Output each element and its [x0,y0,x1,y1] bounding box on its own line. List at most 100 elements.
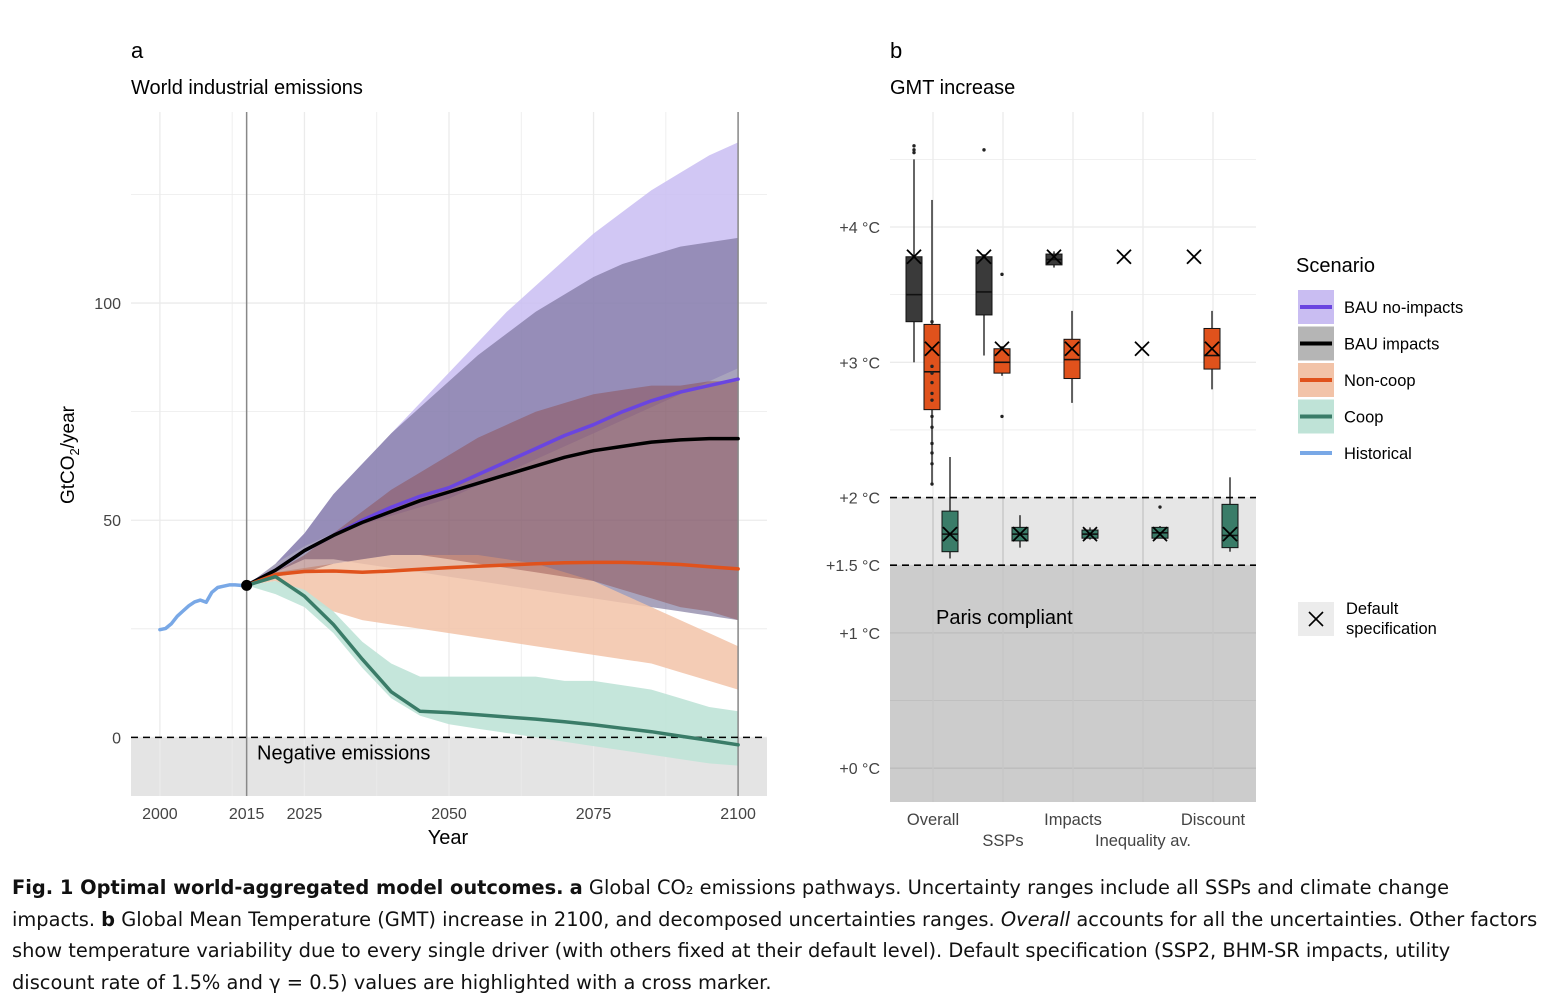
box-outlier [1000,414,1004,419]
default-cross-marker [1116,249,1132,265]
box-outlier [912,144,916,148]
default-cross-marker [1152,526,1168,542]
uncertainty-band [246,237,739,621]
x-category-label: Discount [1181,811,1246,829]
default-cross-marker [906,249,922,265]
box-outlier [930,451,934,455]
caption-panel-b-text-2: accounts for all the uncertainties. Othe… [12,907,1538,994]
default-cross-marker [1064,341,1080,357]
x-tick-label: 2025 [287,806,323,823]
cross-stroke [1186,249,1202,265]
default-cross-marker [976,249,992,265]
legend-default-label-1: Default [1346,600,1399,618]
legend-item-label: Coop [1344,409,1383,427]
y-tick-label: +1.5 °C [826,558,880,575]
default-cross-marker [924,341,940,357]
uncertainty-band [246,581,739,766]
cross-stroke [1152,526,1168,542]
panel-a-title: World industrial emissions [131,77,363,99]
panel-b: b GMT increase Paris compliant +0 °C +1 °C… [826,38,1256,850]
default-cross-marker [1046,249,1062,265]
legend-title: Scenario [1296,255,1375,277]
legend-items: BAU no-impacts BAU impacts Non-coop Coop His… [1298,290,1463,463]
legend-item: BAU impacts [1298,326,1439,361]
x-tick-label: 2075 [576,806,612,823]
x-tick-label: 2050 [431,806,467,823]
cross-stroke [942,526,958,542]
box-outlier [1158,505,1162,509]
cross-marker-icon [1308,611,1324,627]
box-outlier [930,371,934,375]
default-cross-marker [1222,526,1238,542]
y-tick-label: +2 °C [839,491,880,508]
panel-a-y-axis-label: GtCO2/year [58,405,82,504]
default-cross-marker [994,341,1010,357]
series-line [244,560,740,588]
box-outlier [930,414,934,419]
y-tick-label: 50 [103,513,121,530]
panel-b-plot-area: Paris compliant +0 °C +1 °C +1.5 °C +2 °C +3 … [826,112,1256,850]
series-line [158,583,249,632]
legend-item: Historical [1300,445,1412,463]
panel-b-title: GMT increase [890,77,1015,99]
legend-item-label: Historical [1344,445,1412,463]
legend-item: BAU no-impacts [1298,290,1463,324]
legend-item: Coop [1298,399,1383,434]
default-cross-marker [942,526,958,542]
cross-stroke [1064,341,1080,357]
y-tick-label: +0 °C [839,761,880,778]
cross-stroke [994,341,1010,357]
panel-b-tag: b [890,38,902,63]
box-outlier [930,441,934,446]
legend: Scenario BAU no-impacts BAU impacts Non-co… [1296,255,1463,638]
caption-italic-overall: Overall [1000,907,1071,931]
x-category-label: Inequality av. [1095,832,1191,850]
box-outlier [930,380,934,385]
uncertainty-band [246,555,739,690]
default-cross-marker [1204,341,1220,357]
series-line [244,574,740,747]
box-outlier [930,425,934,429]
y-tick-label: +4 °C [839,220,880,237]
negative-emissions-label: Negative emissions [257,742,430,764]
box-rect [975,256,993,316]
x-tick-label: 2000 [142,806,178,823]
y-tick-label: +1 °C [839,626,880,643]
panel-a-tag: a [131,38,144,63]
uncertainty-band [246,381,739,621]
default-cross-marker [1012,526,1028,542]
box-rect [905,256,923,323]
x-tick-label: 2015 [229,806,265,823]
figure-caption: Fig. 1 Optimal world-aggregated model ou… [12,872,1538,998]
cross-stroke [906,249,922,265]
anchor-point [241,579,253,591]
panel-a-plot-area: Negative emissions 0 50 100 2000 2015 2025 2050… [94,112,767,823]
caption-panel-b-tag: b [101,907,116,931]
legend-item-label: BAU no-impacts [1344,299,1463,317]
caption-panel-a-text: Global CO₂ emissions pathways. Uncertain… [12,876,1450,931]
x-tick-label: 2100 [720,806,756,823]
default-cross-marker [1082,526,1098,542]
box-outlier [930,320,934,324]
box-outlier [982,148,986,152]
cross-stroke [1222,526,1238,542]
figure-canvas: a World industrial emissions Negative em… [58,38,1463,850]
box-rect [941,510,959,553]
cross-stroke [1046,249,1062,265]
series-line [244,436,740,588]
default-cross-marker [1134,341,1150,357]
y-tick-label: +3 °C [839,355,880,372]
caption-panel-a-tag: a [569,876,583,899]
box-outlier [930,391,934,396]
cross-stroke [1012,526,1028,542]
panel-a-x-axis-label: Year [428,827,469,849]
y-tick-label: 0 [112,730,121,747]
x-category-label: SSPs [982,832,1023,850]
legend-item-label: Non-coop [1344,372,1416,390]
box-rect [993,348,1011,374]
box-rect [1221,503,1239,549]
cross-stroke [1134,341,1150,357]
cross-stroke [1116,249,1132,265]
box-outlier [1000,272,1004,277]
box-outlier [930,398,934,402]
